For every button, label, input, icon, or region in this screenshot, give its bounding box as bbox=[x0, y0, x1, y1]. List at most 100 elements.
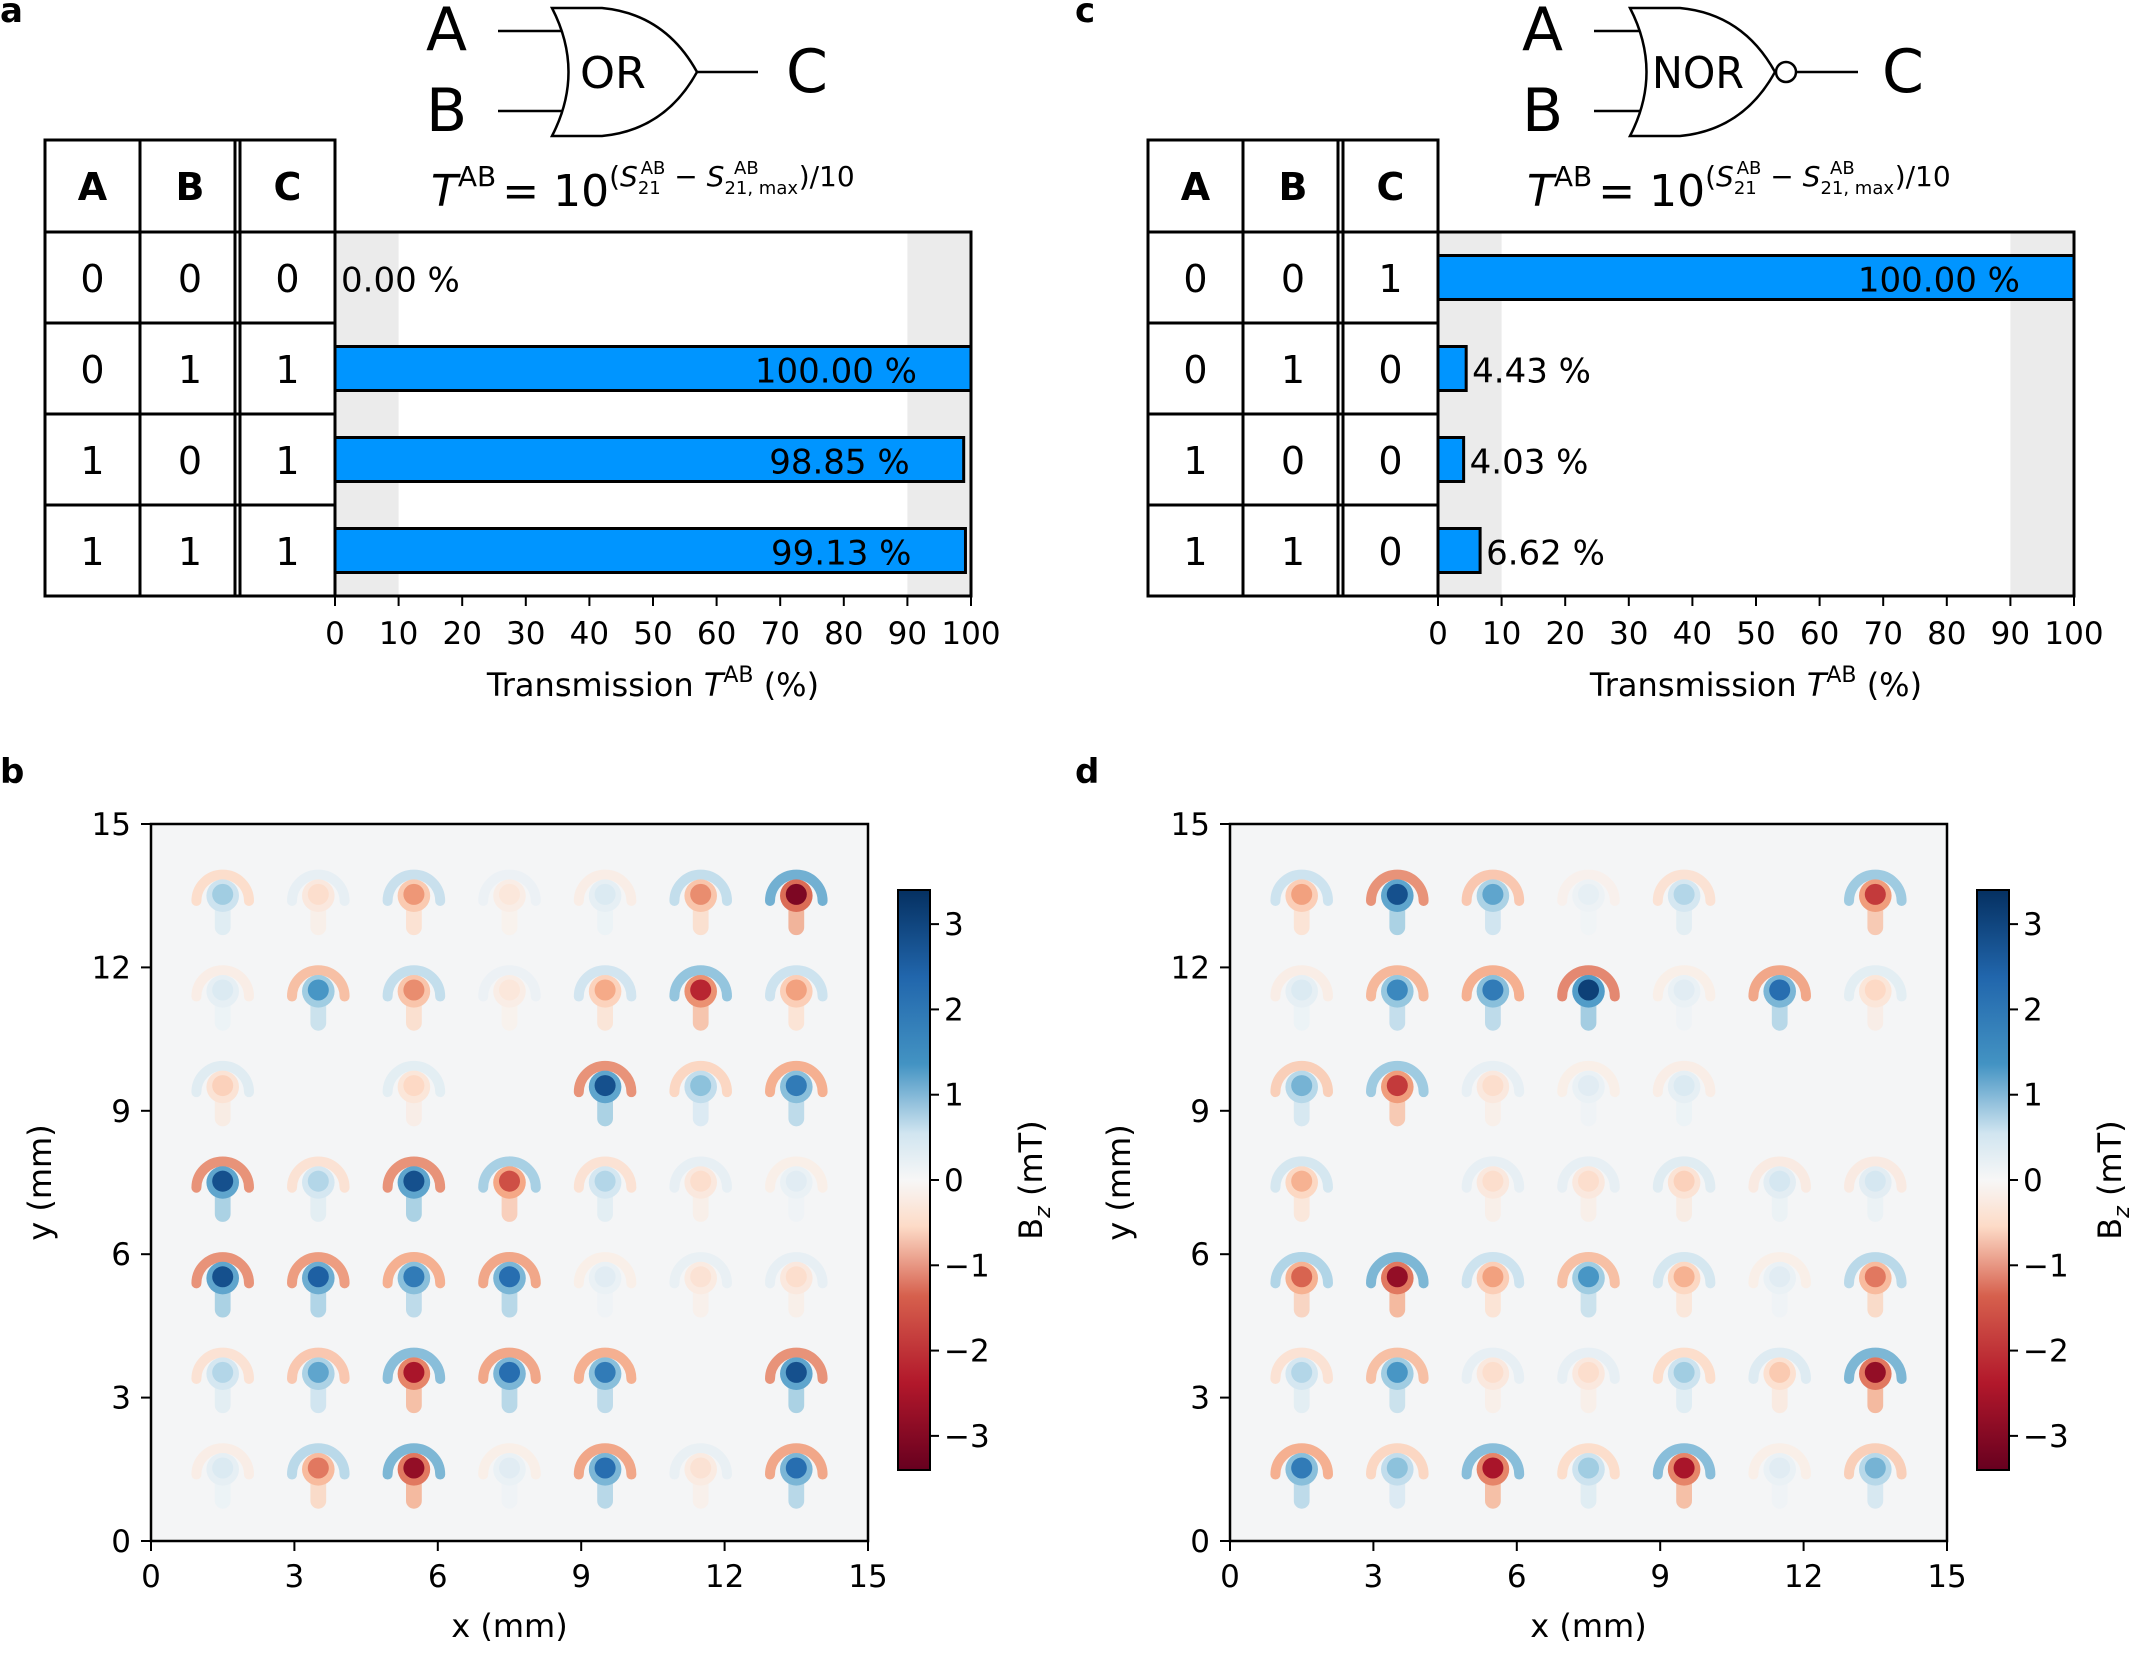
gate-input-b-label: B bbox=[426, 76, 467, 146]
dipole-halo bbox=[1461, 965, 1525, 1002]
table-cell bbox=[43, 412, 142, 507]
dipole-halo bbox=[1461, 1443, 1525, 1480]
transmission-bar bbox=[1436, 527, 1482, 574]
dipole-source bbox=[287, 1443, 350, 1509]
dipole-core bbox=[1482, 1170, 1504, 1192]
dipole-source bbox=[1461, 1347, 1525, 1414]
dipole-source bbox=[1461, 869, 1525, 936]
dipole-core bbox=[1386, 1457, 1408, 1479]
bar-value-label: 6.62 % bbox=[1486, 534, 1605, 574]
y-tick-label: 6 bbox=[111, 1237, 131, 1273]
dipole-halo bbox=[287, 1443, 350, 1480]
dipole-halo bbox=[382, 1156, 446, 1193]
dipole-core bbox=[307, 979, 329, 1001]
dipole-halo bbox=[191, 1443, 254, 1480]
dipole-core bbox=[1864, 883, 1886, 905]
table-cell-value: 0 bbox=[80, 348, 104, 392]
dipole-source bbox=[573, 1347, 637, 1414]
dipole-core bbox=[690, 1075, 712, 1097]
colorbar-tick-label: 1 bbox=[2023, 1078, 2043, 1114]
y-axis-label: y (mm) bbox=[1100, 1124, 1138, 1240]
dipole-halo bbox=[1652, 965, 1716, 1002]
dipole-source bbox=[1748, 965, 1811, 1031]
dipole-halo bbox=[1748, 1347, 1811, 1384]
dipole-halo bbox=[669, 1252, 732, 1289]
dipole-source bbox=[1844, 965, 1907, 1031]
table-cell-value: 0 bbox=[1281, 439, 1305, 483]
dipole-source bbox=[1557, 869, 1620, 936]
table-cell bbox=[1146, 321, 1245, 416]
colorbar-tick-label: −1 bbox=[944, 1248, 990, 1284]
dipole-source bbox=[191, 869, 254, 936]
dipole-halo bbox=[669, 1060, 732, 1098]
table-cell-value: 0 bbox=[80, 257, 104, 301]
dipole-halo bbox=[287, 1156, 350, 1193]
dipole-source bbox=[287, 869, 350, 936]
dipole-source bbox=[191, 1060, 254, 1127]
svg-text:TAB= 10(S21AB − S21, maxAB)/10: TAB = 10(S21AB − S21, maxAB)/10 bbox=[1527, 158, 1951, 217]
dipole-core bbox=[212, 1075, 234, 1097]
table-cell-value: 1 bbox=[1281, 348, 1305, 392]
x-tick-label: 100 bbox=[2044, 616, 2103, 652]
x-tick-label: 90 bbox=[888, 616, 927, 652]
dipole-source bbox=[669, 869, 732, 936]
table-cell-value: 0 bbox=[1378, 348, 1402, 392]
dipole-halo bbox=[1366, 1443, 1429, 1480]
dipole-core bbox=[498, 1457, 521, 1479]
x-tick-label: 10 bbox=[1482, 616, 1521, 652]
table-header-cell bbox=[1146, 138, 1245, 234]
dipole-source bbox=[1366, 1347, 1429, 1414]
dipole-core bbox=[1673, 1075, 1695, 1097]
dipole-source bbox=[382, 869, 446, 936]
dipole-halo bbox=[765, 1156, 828, 1193]
dipole-core bbox=[785, 1266, 807, 1288]
dipole-source bbox=[1748, 1156, 1811, 1222]
dipole-halo bbox=[1270, 1156, 1333, 1193]
bar-value-label: 100.00 % bbox=[1858, 261, 2020, 301]
dipole-halo bbox=[765, 1443, 828, 1480]
dipole-halo bbox=[1748, 1156, 1811, 1193]
dipole-core bbox=[403, 1266, 425, 1288]
table-cell bbox=[238, 503, 337, 598]
dipole-source bbox=[382, 1060, 446, 1127]
x-tick-label: 40 bbox=[1673, 616, 1712, 652]
dipole-core bbox=[307, 1170, 329, 1192]
dipole-source bbox=[1366, 965, 1429, 1031]
dipole-core bbox=[498, 1170, 521, 1192]
dipole-source bbox=[1366, 1252, 1429, 1318]
dipole-source bbox=[1748, 1443, 1811, 1509]
y-tick-label: 15 bbox=[92, 807, 131, 843]
table-cell bbox=[1341, 503, 1440, 598]
dipole-core bbox=[1291, 1266, 1313, 1288]
dipole-core bbox=[594, 1170, 616, 1192]
dipole-halo bbox=[382, 1347, 446, 1384]
x-tick-label: 70 bbox=[1863, 616, 1902, 652]
dipole-halo bbox=[1366, 965, 1429, 1002]
dipole-core bbox=[1673, 883, 1695, 905]
dipole-halo bbox=[478, 1252, 541, 1289]
dipole-source bbox=[573, 1443, 637, 1509]
dipole-halo bbox=[1270, 1443, 1333, 1480]
dipole-halo bbox=[191, 1347, 254, 1384]
truth-table-or: A B C 0 0 0 0 1 1 1 0 1 1 1 1 bbox=[43, 138, 337, 598]
panel-label-c: c bbox=[1075, 0, 1095, 31]
y-tick-label: 0 bbox=[1190, 1524, 1210, 1560]
dipole-halo bbox=[1366, 1347, 1429, 1384]
table-cell-value: 0 bbox=[178, 439, 202, 483]
table-cell bbox=[238, 321, 337, 416]
x-tick-label: 20 bbox=[442, 616, 481, 652]
panel-label-d: d bbox=[1075, 752, 1099, 792]
dipole-source bbox=[1270, 869, 1333, 936]
dipole-core bbox=[1291, 883, 1313, 905]
dipole-halo bbox=[573, 1156, 637, 1193]
dipole-core bbox=[785, 1170, 807, 1192]
dipole-core bbox=[785, 1457, 807, 1479]
colorbar-tick-label: 2 bbox=[944, 992, 964, 1028]
dipole-source bbox=[1652, 1347, 1716, 1414]
dipole-core bbox=[403, 1361, 425, 1383]
dipole-halo bbox=[1652, 1443, 1716, 1480]
field-dipoles bbox=[191, 869, 828, 1509]
dipole-halo bbox=[1844, 1347, 1907, 1384]
table-cell-value: 1 bbox=[275, 348, 299, 392]
dipole-halo bbox=[382, 1060, 446, 1098]
